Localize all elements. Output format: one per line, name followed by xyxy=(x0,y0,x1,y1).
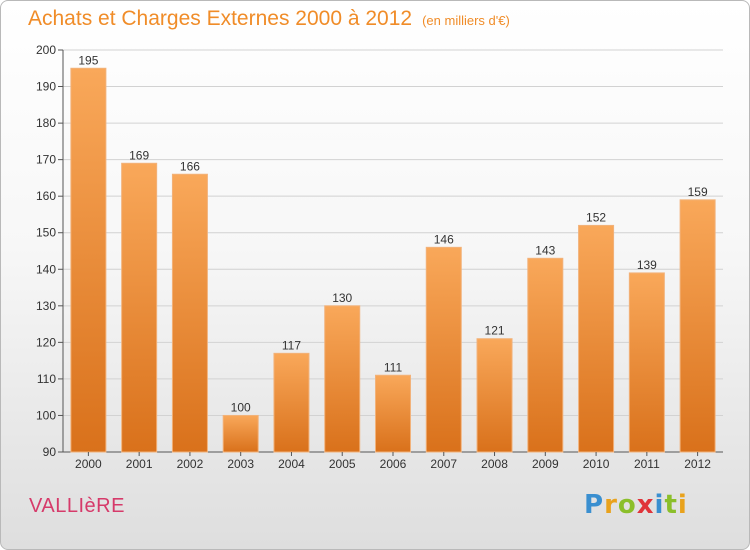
bar-value-label: 111 xyxy=(384,360,403,374)
x-tick-label: 2001 xyxy=(126,457,153,471)
bar-value-label: 130 xyxy=(332,291,352,305)
logo-letter: x xyxy=(636,490,655,520)
x-tick-label: 2002 xyxy=(177,457,204,471)
logo-letter: P xyxy=(584,490,605,520)
x-tick-label: 2006 xyxy=(380,457,407,471)
bar-value-label: 146 xyxy=(434,232,454,246)
y-tick-label: 150 xyxy=(36,226,56,240)
logo-letter: r xyxy=(604,490,618,520)
y-axis: 90 100 110 120 130 140 150 160 170 180 190 200 xyxy=(36,43,723,459)
chart-subtitle: (en milliers d'€) xyxy=(422,13,510,28)
y-tick-label: 200 xyxy=(36,43,56,57)
y-tick-label: 100 xyxy=(36,408,56,422)
chart-title-text: Achats et Charges Externes 2000 à 2012 xyxy=(28,7,413,30)
bar-value-label: 139 xyxy=(637,258,657,272)
logo-letter: t xyxy=(664,490,678,520)
bar xyxy=(171,173,208,453)
bar-value-label: 152 xyxy=(586,210,606,224)
bar xyxy=(679,199,716,453)
bar xyxy=(476,338,513,453)
bars: 195 169 166 100 117 130 111 146 121 143 152 139 159 xyxy=(70,53,716,453)
x-tick-label: 2009 xyxy=(532,457,559,471)
bar xyxy=(527,257,564,453)
bar-value-label: 169 xyxy=(129,148,149,162)
x-tick-label: 2011 xyxy=(634,457,660,471)
x-tick-label: 2000 xyxy=(75,457,102,471)
bar xyxy=(222,414,259,453)
bar-value-label: 195 xyxy=(78,53,98,67)
y-tick-label: 90 xyxy=(43,445,57,459)
bar xyxy=(273,352,310,453)
x-tick-label: 2003 xyxy=(227,457,254,471)
y-tick-label: 190 xyxy=(36,80,56,94)
bar xyxy=(628,272,665,453)
bar-value-label: 143 xyxy=(535,243,555,257)
bar xyxy=(121,162,158,453)
y-tick-label: 180 xyxy=(36,116,56,130)
x-tick-label: 2007 xyxy=(430,457,457,471)
logo-letter: i xyxy=(677,490,688,520)
y-tick-label: 110 xyxy=(37,372,56,386)
y-tick-label: 170 xyxy=(36,153,56,167)
x-tick-label: 2008 xyxy=(481,457,508,471)
bar xyxy=(324,305,361,453)
bar-value-label: 166 xyxy=(180,159,200,173)
y-tick-label: 140 xyxy=(36,262,56,276)
y-tick-label: 160 xyxy=(36,189,56,203)
logo-letter: o xyxy=(617,490,637,520)
x-tick-label: 2010 xyxy=(583,457,610,471)
proxiti-logo: Proxiti xyxy=(584,490,688,520)
bar xyxy=(70,67,107,453)
bar-value-label: 121 xyxy=(485,324,505,338)
commune-name: VALLIèRE xyxy=(29,495,125,517)
chart-title: Achats et Charges Externes 2000 à 2012 (e… xyxy=(28,7,510,31)
x-tick-label: 2012 xyxy=(684,457,711,471)
logo-letter: i xyxy=(654,490,665,520)
y-tick-label: 130 xyxy=(36,299,56,313)
x-tick-labels: 2000 2001 2002 2003 2004 2005 2006 2007 2008 2009… xyxy=(75,452,711,471)
bar xyxy=(375,374,411,453)
bar-value-label: 159 xyxy=(688,185,708,199)
y-tick-label: 120 xyxy=(36,335,56,349)
bar-value-label: 100 xyxy=(231,400,251,414)
bar-value-label: 117 xyxy=(282,338,301,352)
bar xyxy=(425,246,462,453)
x-tick-label: 2005 xyxy=(329,457,356,471)
bar xyxy=(578,224,615,453)
x-tick-label: 2004 xyxy=(278,457,305,471)
